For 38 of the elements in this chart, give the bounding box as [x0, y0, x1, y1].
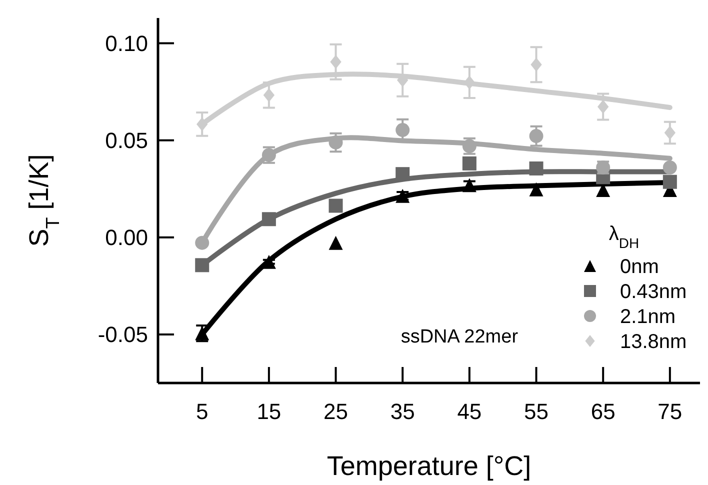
x-tick-label: 15 [256, 399, 282, 424]
legend-title: λ$_{DH}$ [608, 223, 640, 251]
y-tick-label: 0.10 [105, 30, 148, 56]
point [530, 58, 542, 72]
legend-label: 0.43nm [620, 281, 687, 303]
point [662, 160, 677, 174]
point [529, 161, 544, 176]
y-tick-label: -0.05 [98, 322, 148, 348]
point [195, 258, 210, 272]
point [662, 174, 677, 189]
legend-label: 2.1nm [620, 306, 676, 328]
point [664, 126, 676, 140]
x-tick-label: 35 [390, 399, 415, 424]
legend-label: 0nm [620, 256, 659, 278]
point [328, 236, 343, 250]
legend-label: 13.8nm [620, 331, 687, 353]
point [263, 88, 275, 102]
point [396, 123, 410, 138]
point [396, 167, 410, 182]
x-axis-title: Temperature [°C] [326, 451, 532, 481]
x-tick-label: 5 [196, 399, 208, 424]
x-tick-label: 55 [524, 399, 549, 424]
point [262, 254, 276, 269]
annotation: ssDNA 22mer [400, 326, 519, 348]
point [262, 212, 276, 226]
point [195, 236, 210, 250]
point [330, 54, 342, 69]
point [597, 100, 609, 114]
y-tick-label: 0.05 [105, 128, 148, 154]
x-tick-label: 25 [324, 399, 348, 424]
point [328, 198, 343, 213]
point [464, 75, 476, 90]
x-tick-label: 65 [590, 399, 616, 424]
x-tick-label: 75 [658, 399, 682, 424]
y-tick-label: 0.00 [105, 225, 148, 250]
x-tick-label: 45 [457, 399, 482, 424]
point [196, 117, 208, 132]
point [529, 182, 544, 196]
